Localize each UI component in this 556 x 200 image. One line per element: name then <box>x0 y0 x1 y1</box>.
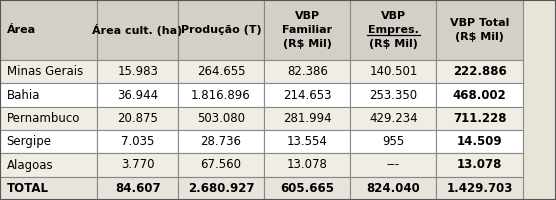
Bar <box>436 107 523 130</box>
Bar <box>350 130 436 153</box>
Bar <box>436 83 523 107</box>
Bar <box>97 83 178 107</box>
Bar <box>97 130 178 153</box>
Bar <box>97 60 178 83</box>
Text: 429.234: 429.234 <box>369 112 418 125</box>
Text: Sergipe: Sergipe <box>7 135 52 148</box>
Bar <box>178 0 264 60</box>
Bar <box>436 153 523 177</box>
Bar <box>264 130 350 153</box>
Bar <box>97 0 178 60</box>
Bar <box>350 107 436 130</box>
Text: Área cult. (ha): Área cult. (ha) <box>92 24 183 36</box>
Text: 15.983: 15.983 <box>117 65 158 78</box>
Bar <box>178 83 264 107</box>
Text: Familiar: Familiar <box>282 25 332 35</box>
Bar <box>178 153 264 177</box>
Text: 955: 955 <box>382 135 405 148</box>
Bar <box>350 177 436 200</box>
Text: (R$ Mil): (R$ Mil) <box>283 39 331 49</box>
Text: 214.653: 214.653 <box>283 88 331 102</box>
Bar <box>0 153 97 177</box>
Text: 82.386: 82.386 <box>287 65 327 78</box>
Bar <box>0 0 97 60</box>
Text: 253.350: 253.350 <box>369 88 418 102</box>
Text: 7.035: 7.035 <box>121 135 155 148</box>
Bar <box>97 153 178 177</box>
Text: 13.078: 13.078 <box>287 158 327 171</box>
Text: 222.886: 222.886 <box>453 65 507 78</box>
Text: 140.501: 140.501 <box>369 65 418 78</box>
Bar <box>264 83 350 107</box>
Bar <box>97 107 178 130</box>
Text: 13.554: 13.554 <box>287 135 327 148</box>
Bar <box>0 177 97 200</box>
Bar <box>350 0 436 60</box>
Bar <box>178 177 264 200</box>
Text: VBP: VBP <box>295 11 320 21</box>
Text: 711.228: 711.228 <box>453 112 507 125</box>
Bar <box>264 0 350 60</box>
Bar <box>264 153 350 177</box>
Bar <box>97 177 178 200</box>
Text: 13.078: 13.078 <box>457 158 502 171</box>
Text: 605.665: 605.665 <box>280 182 334 195</box>
Text: 1.816.896: 1.816.896 <box>191 88 251 102</box>
Bar <box>0 107 97 130</box>
Bar <box>178 60 264 83</box>
Bar <box>436 0 523 60</box>
Bar <box>436 130 523 153</box>
Bar <box>350 60 436 83</box>
Text: Área: Área <box>7 25 36 35</box>
Text: 67.560: 67.560 <box>201 158 241 171</box>
Bar <box>264 60 350 83</box>
Text: 2.680.927: 2.680.927 <box>188 182 254 195</box>
Text: 264.655: 264.655 <box>197 65 245 78</box>
Bar <box>178 107 264 130</box>
Text: VBP: VBP <box>381 11 406 21</box>
Text: 28.736: 28.736 <box>201 135 241 148</box>
Bar <box>350 153 436 177</box>
Bar <box>0 60 97 83</box>
Text: Minas Gerais: Minas Gerais <box>7 65 83 78</box>
Text: Empres.: Empres. <box>368 25 419 35</box>
Bar <box>0 130 97 153</box>
Bar <box>436 177 523 200</box>
Bar <box>264 107 350 130</box>
Text: 20.875: 20.875 <box>117 112 158 125</box>
Text: 14.509: 14.509 <box>456 135 503 148</box>
Text: 1.429.703: 1.429.703 <box>446 182 513 195</box>
Text: 36.944: 36.944 <box>117 88 158 102</box>
Text: Alagoas: Alagoas <box>7 158 53 171</box>
Bar <box>350 83 436 107</box>
Text: 503.080: 503.080 <box>197 112 245 125</box>
Text: 3.770: 3.770 <box>121 158 155 171</box>
Text: 468.002: 468.002 <box>453 88 507 102</box>
Text: 84.607: 84.607 <box>115 182 161 195</box>
Bar <box>178 130 264 153</box>
Bar <box>0 83 97 107</box>
Bar <box>436 60 523 83</box>
Text: 824.040: 824.040 <box>366 182 420 195</box>
Text: (R$ Mil): (R$ Mil) <box>455 32 504 42</box>
Text: 281.994: 281.994 <box>283 112 331 125</box>
Text: Pernambuco: Pernambuco <box>7 112 80 125</box>
Text: VBP Total: VBP Total <box>450 18 509 28</box>
Text: ---: --- <box>387 158 400 171</box>
Text: TOTAL: TOTAL <box>7 182 49 195</box>
Bar <box>264 177 350 200</box>
Text: (R$ Mil): (R$ Mil) <box>369 39 418 49</box>
Text: Bahia: Bahia <box>7 88 40 102</box>
Text: Produção (T): Produção (T) <box>181 25 261 35</box>
